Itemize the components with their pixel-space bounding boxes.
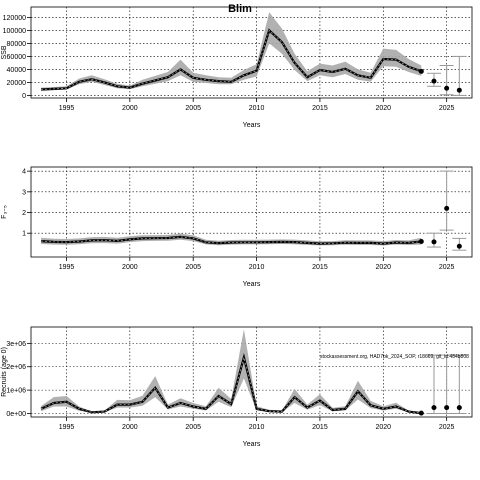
- plot-frame: [30, 166, 473, 258]
- x-tick-label: 2000: [122, 105, 138, 112]
- x-tick-label: 2020: [376, 424, 392, 431]
- estimate-line-dash: [40, 355, 422, 414]
- x-tick-label: 2000: [122, 424, 138, 431]
- forecast-point: [431, 239, 437, 245]
- y-tick-label: 60000: [7, 54, 27, 61]
- y-tick-label: 0e+00: [6, 411, 26, 418]
- x-tick-label: 2010: [249, 105, 265, 112]
- x-tick-label: 2015: [312, 424, 328, 431]
- y-axis-label: F₃₋₅: [1, 205, 8, 219]
- x-tick-label: 2005: [185, 105, 201, 112]
- x-tick-label: 2010: [249, 264, 265, 271]
- plot-frame: [30, 326, 473, 418]
- y-tick-label: 4: [22, 169, 26, 176]
- x-tick-label: 2005: [185, 264, 201, 271]
- y-tick-label: 100000: [3, 28, 26, 35]
- panel-ssb: 1995 2000 2005 2010 2015 2020 2025 0 20000 40000 6…: [1, 6, 473, 129]
- x-tick-label: 2025: [439, 105, 455, 112]
- x-tick-label: 2015: [312, 105, 328, 112]
- x-tick-label: 1995: [59, 264, 75, 271]
- estimate-line-dash: [41, 29, 422, 90]
- forecast-point: [444, 85, 450, 91]
- source-note: stockassessment.org, HAD7bk_2024_SOP, r1…: [320, 354, 469, 360]
- x-tick-label: 2005: [185, 424, 201, 431]
- x-axis-label: Years: [243, 281, 261, 288]
- estimate-line-dash: [41, 236, 422, 245]
- y-axis-label: SSB: [1, 45, 8, 59]
- panel-recruitment: 1995 2000 2005 2010 2015 2020 2025 0e+00 1e+06 2e…: [1, 326, 473, 448]
- last-estimate-point: [418, 68, 424, 74]
- x-axis-label: Years: [243, 441, 261, 448]
- forecast-point: [444, 205, 450, 211]
- last-estimate-point: [418, 238, 424, 244]
- y-tick-label: 1: [22, 231, 26, 238]
- x-tick-label: 2015: [312, 264, 328, 271]
- y-tick-label: 40000: [7, 67, 27, 74]
- plot-frame: [30, 6, 473, 99]
- confidence-band: [41, 12, 422, 91]
- x-tick-label: 1995: [59, 105, 75, 112]
- x-tick-label: 2010: [249, 424, 265, 431]
- x-tick-label: 1995: [59, 424, 75, 431]
- forecast-point: [431, 78, 437, 84]
- last-estimate-point: [418, 410, 424, 416]
- y-tick-label: 120000: [3, 15, 26, 22]
- y-axis-label: Recruits (age 0): [1, 347, 8, 397]
- x-tick-label: 2000: [122, 264, 138, 271]
- x-tick-label: 2025: [439, 424, 455, 431]
- y-tick-label: 3e+06: [6, 341, 26, 348]
- forecast-point: [456, 405, 462, 411]
- x-axis-label: Years: [243, 122, 261, 129]
- x-tick-label: 2025: [439, 264, 455, 271]
- forecast-point: [456, 243, 462, 249]
- y-tick-label: 80000: [7, 41, 27, 48]
- x-tick-label: 2020: [376, 264, 392, 271]
- x-tick-label: 2020: [376, 105, 392, 112]
- estimate-line: [40, 353, 422, 415]
- y-tick-label: 2e+06: [6, 364, 26, 371]
- forecast-point: [431, 405, 437, 411]
- figure-title: Blim: [228, 3, 252, 15]
- y-tick-label: 20000: [7, 80, 27, 87]
- forecast-point: [456, 87, 462, 93]
- forecast-point: [444, 405, 450, 411]
- y-tick-label: 0: [22, 93, 26, 100]
- panel-fishing-mortality: 1995 2000 2005 2010 2015 2020 2025 1 2 3 4 Years F₃₋…: [1, 166, 473, 288]
- y-tick-label: 1e+06: [6, 388, 26, 395]
- y-tick-label: 3: [22, 189, 26, 196]
- y-tick-label: 2: [22, 210, 26, 217]
